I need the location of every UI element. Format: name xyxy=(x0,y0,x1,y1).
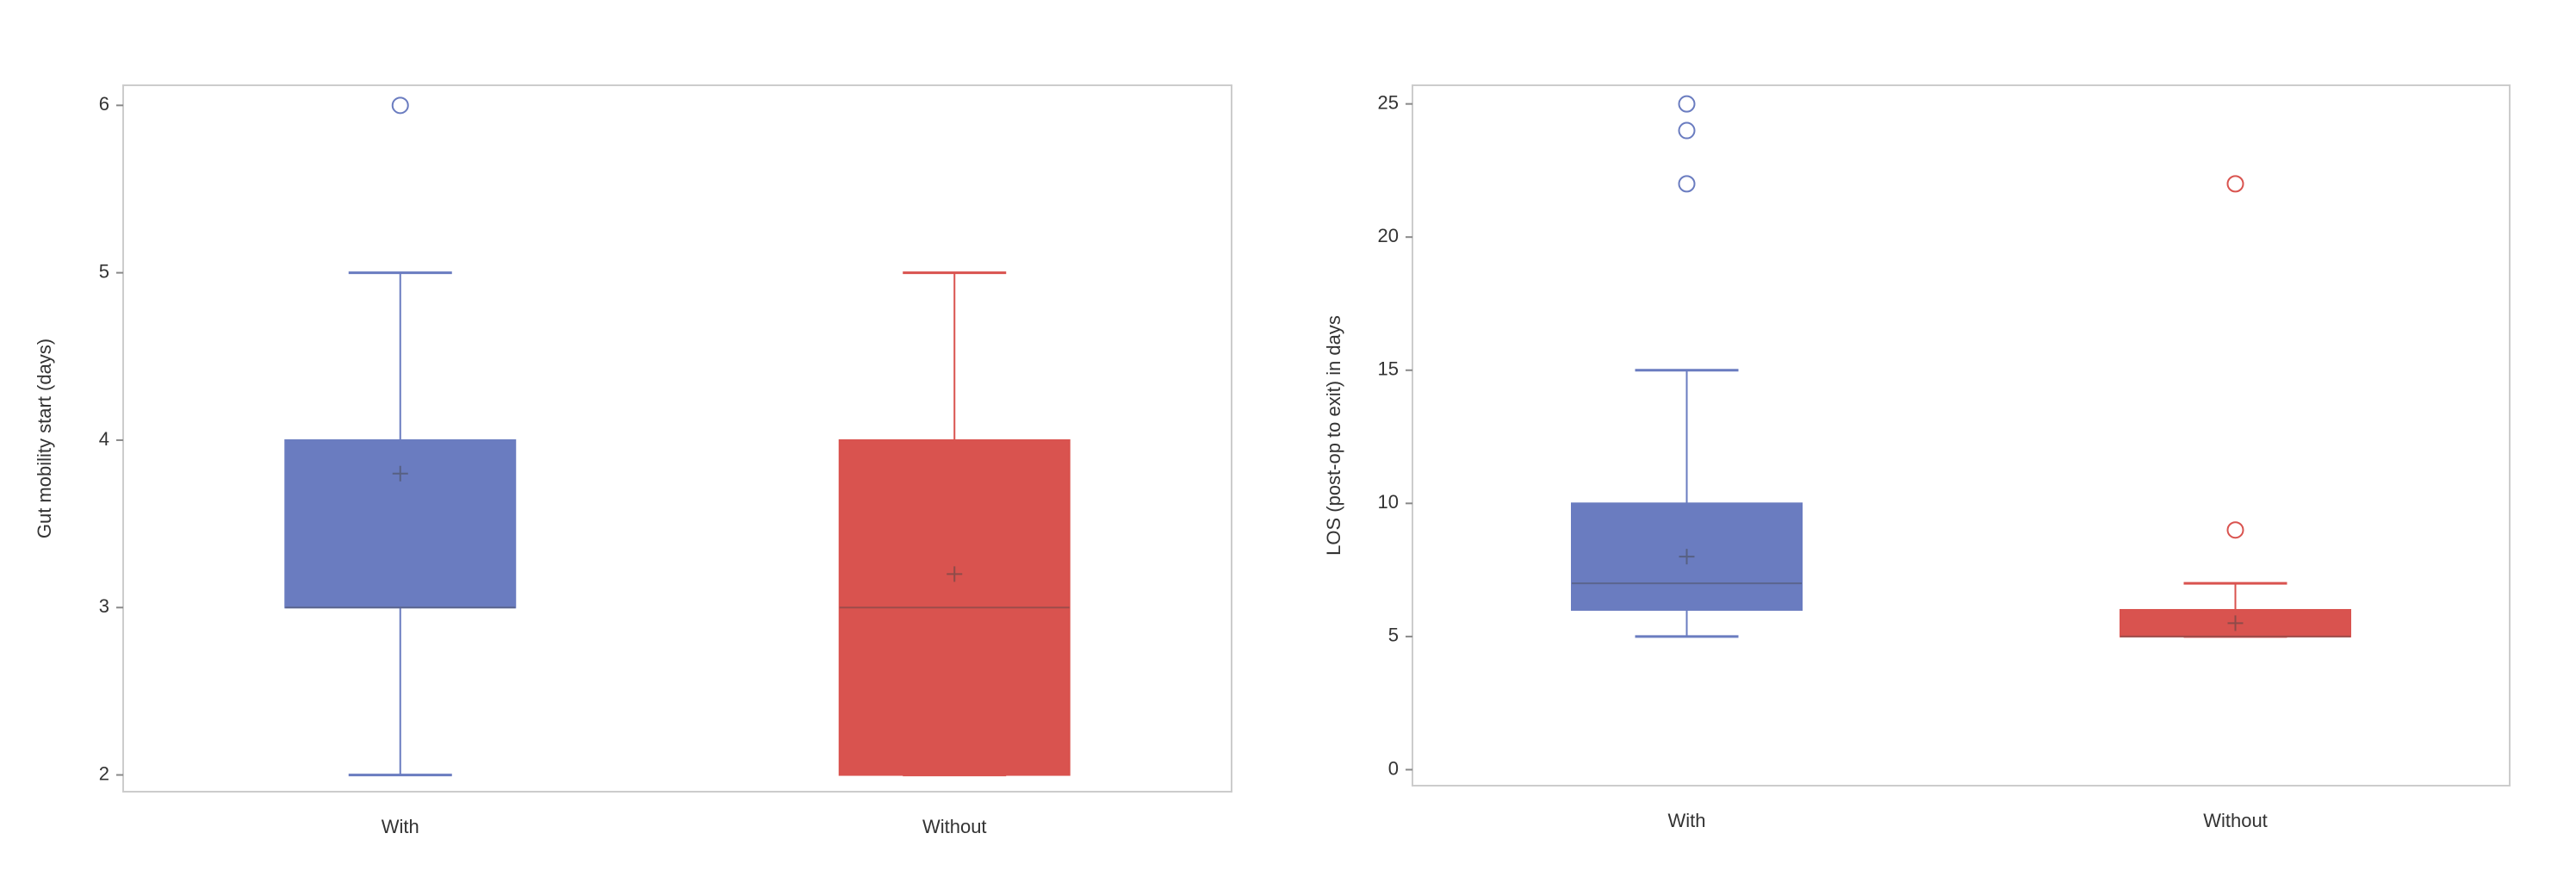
y-tick-label: 6 xyxy=(99,93,109,115)
outlier xyxy=(1678,175,1696,193)
y-axis-label: LOS (post-op to exit) in days xyxy=(1323,315,1344,556)
y-tick-label: 5 xyxy=(99,260,109,282)
outlier xyxy=(1678,95,1696,113)
mean-marker xyxy=(392,465,408,482)
mean-marker xyxy=(2227,615,2244,631)
y-tick-label: 15 xyxy=(1378,358,1399,380)
plot-frame xyxy=(1412,84,2511,787)
outlier xyxy=(1678,121,1696,140)
x-tick-label: Without xyxy=(922,816,987,837)
y-tick-label: 5 xyxy=(1388,625,1399,646)
plot-frame xyxy=(122,84,1232,793)
y-axis-label: Gut mobility start (days) xyxy=(34,339,55,538)
box xyxy=(284,438,517,609)
y-tick-label: 4 xyxy=(99,428,109,450)
outlier xyxy=(2226,175,2244,193)
y-tick-label: 25 xyxy=(1378,91,1399,113)
outlier xyxy=(391,96,409,115)
x-tick-label: With xyxy=(382,816,419,837)
mean-marker xyxy=(947,566,963,582)
y-tick-label: 2 xyxy=(99,762,109,784)
x-tick-label: With xyxy=(1668,810,1706,831)
y-tick-label: 10 xyxy=(1378,491,1399,513)
y-tick-label: 3 xyxy=(99,595,109,617)
x-tick-label: Without xyxy=(2203,810,2268,831)
y-tick-label: 0 xyxy=(1388,757,1399,779)
mean-marker xyxy=(1679,549,1695,565)
y-tick-label: 20 xyxy=(1378,225,1399,246)
outlier xyxy=(2226,521,2244,539)
box xyxy=(838,438,1071,776)
